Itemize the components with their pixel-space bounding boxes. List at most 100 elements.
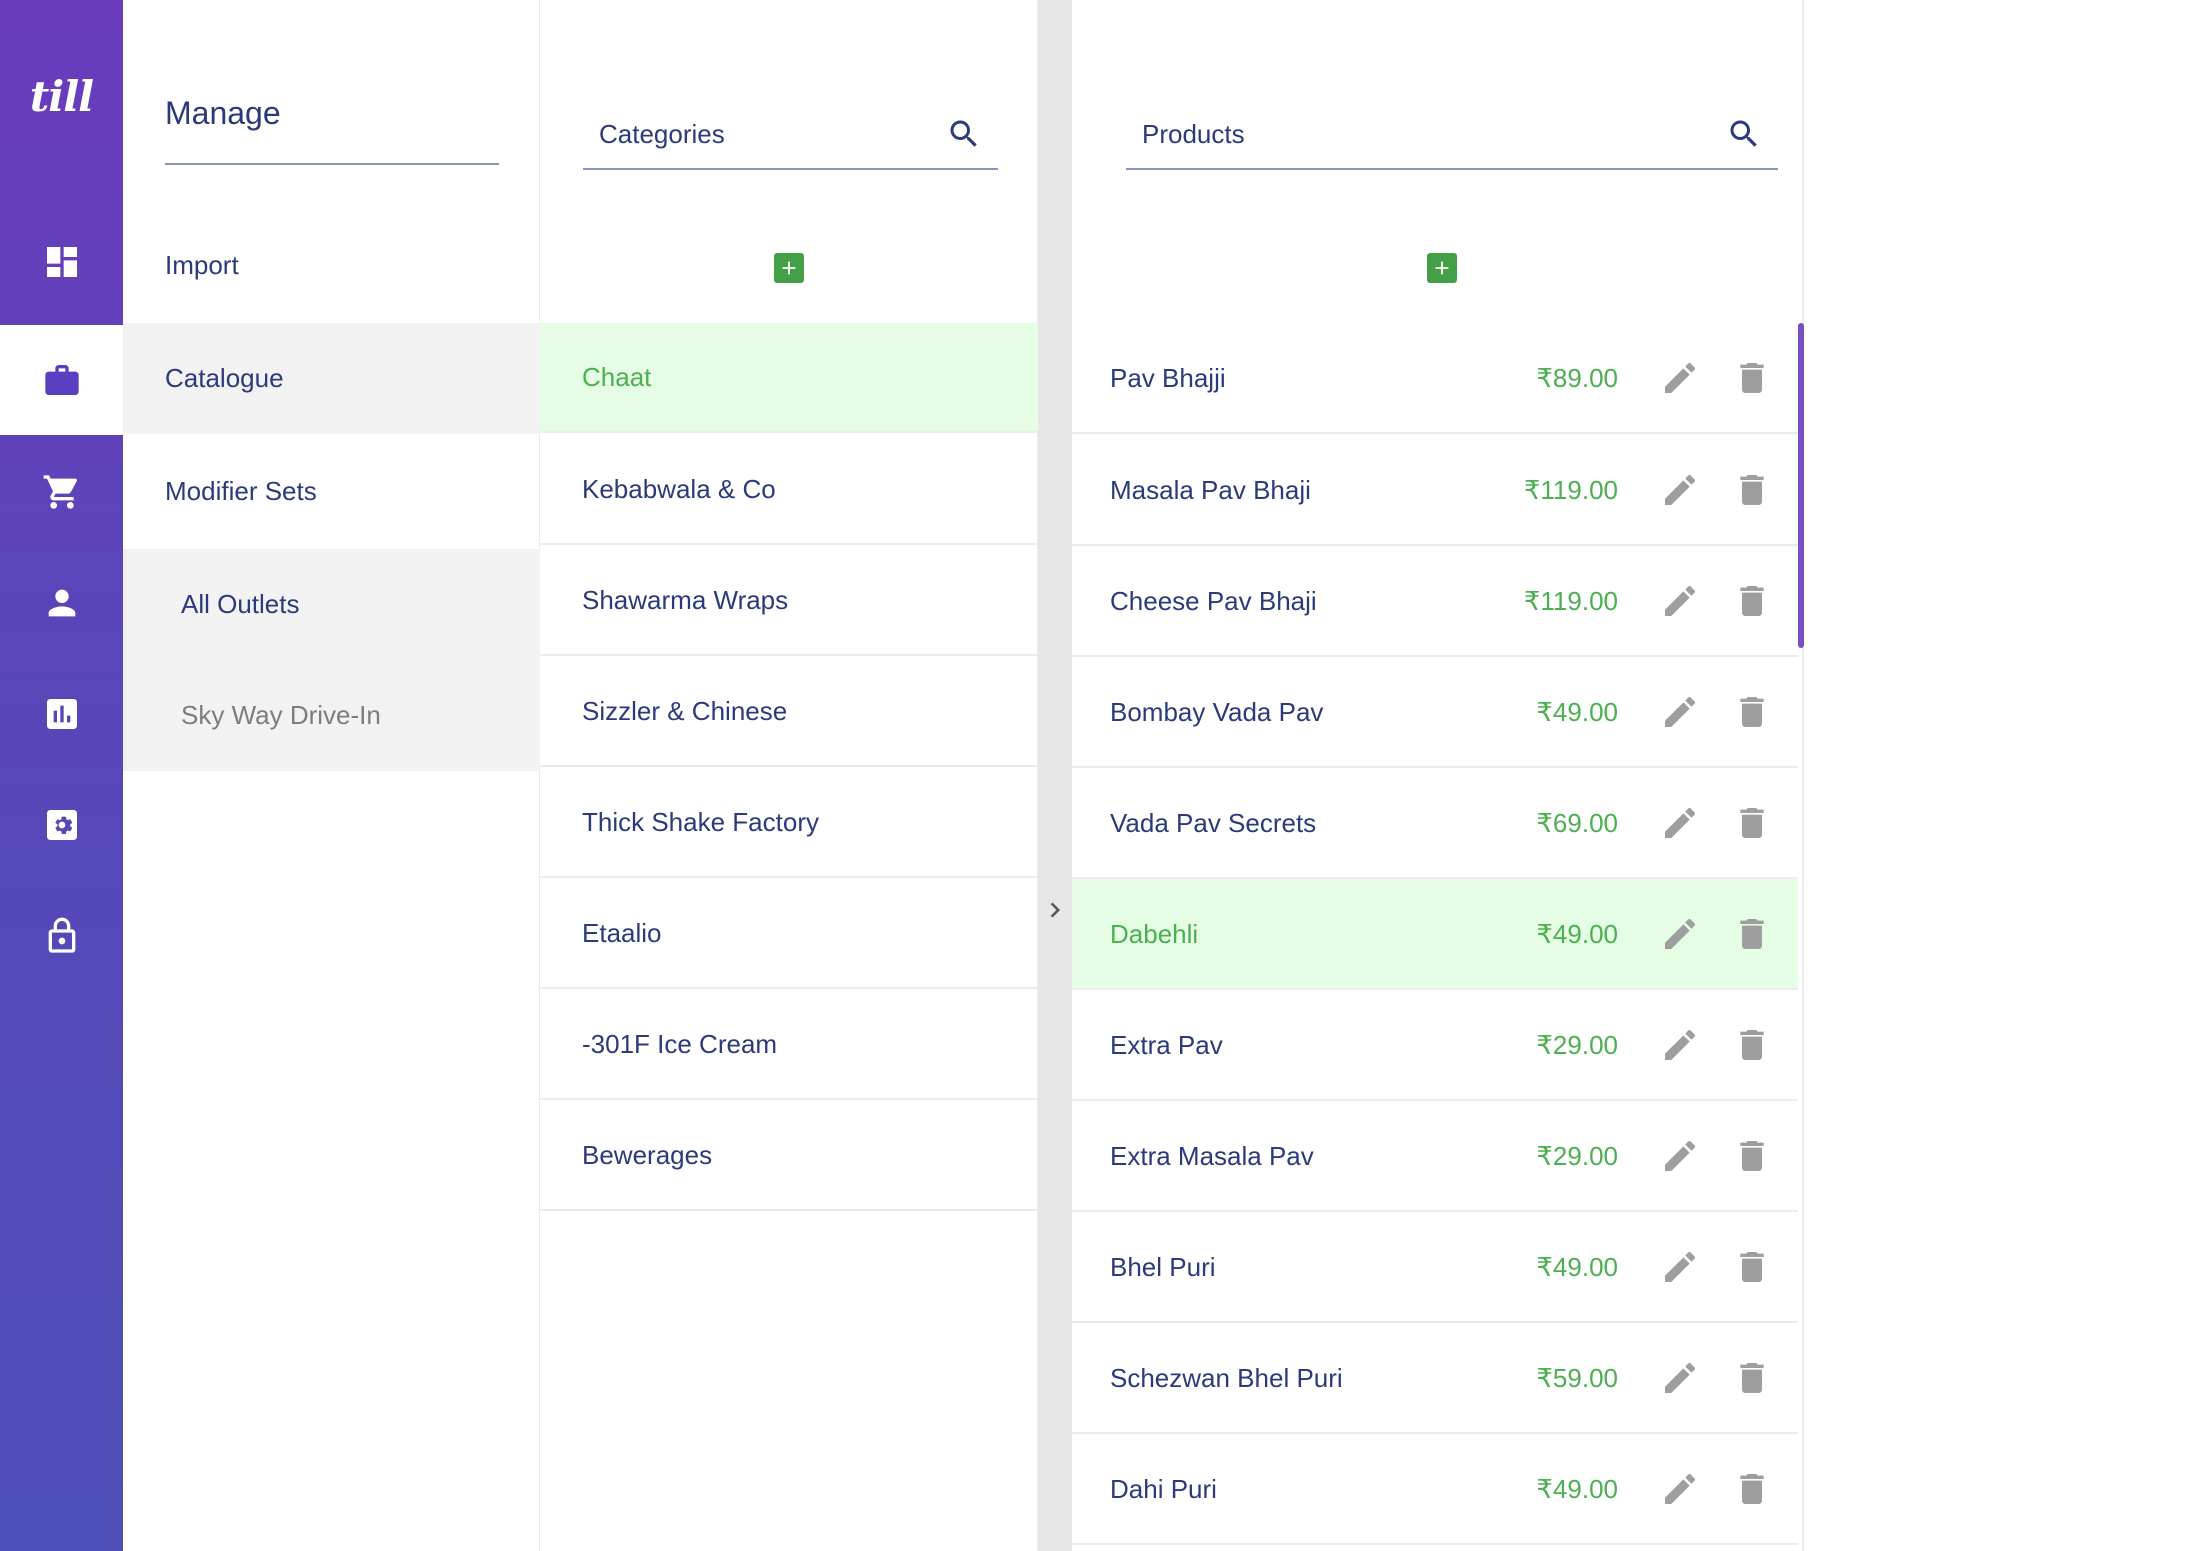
edit-icon[interactable] [1660, 914, 1700, 954]
product-price: ₹89.00 [1536, 363, 1618, 393]
delete-icon[interactable] [1732, 581, 1772, 621]
delete-icon[interactable] [1732, 358, 1772, 398]
product-name: Extra Masala Pav [1110, 1141, 1314, 1171]
category-row[interactable]: Chaat [540, 323, 1038, 433]
rail-dashboard[interactable] [0, 207, 123, 317]
product-search [1126, 100, 1778, 170]
edit-icon[interactable] [1660, 1358, 1700, 1398]
product-name: Schezwan Bhel Puri [1110, 1363, 1343, 1393]
manage-panel: Manage Import Catalogue Modifier Sets Al… [123, 0, 540, 1551]
menu-item-modifier-sets[interactable]: Modifier Sets [165, 476, 317, 506]
plus-icon [782, 261, 796, 275]
edit-icon[interactable] [1660, 1136, 1700, 1176]
edit-icon[interactable] [1660, 1025, 1700, 1065]
product-price: ₹59.00 [1536, 1363, 1618, 1393]
product-name: Bhel Puri [1110, 1252, 1216, 1282]
rail-customers[interactable] [0, 548, 123, 658]
nav-rail: till [0, 0, 123, 1551]
edit-icon[interactable] [1660, 358, 1700, 398]
dashboard-icon [46, 247, 77, 277]
menu-item-import[interactable]: Import [165, 250, 239, 280]
category-row[interactable]: Etaalio [540, 879, 1038, 989]
product-name: Dabehli [1110, 919, 1199, 949]
delete-icon[interactable] [1732, 803, 1772, 843]
product-name: Masala Pav Bhaji [1110, 475, 1311, 505]
title-underline [165, 163, 499, 165]
category-row[interactable]: Bewerages [540, 1101, 1038, 1211]
product-price: ₹69.00 [1536, 808, 1618, 838]
product-row[interactable]: Dabehli ₹49.00 [1072, 879, 1798, 990]
delete-icon[interactable] [1732, 914, 1772, 954]
outlet-item-all-outlets[interactable]: All Outlets [123, 549, 540, 660]
category-row[interactable]: -301F Ice Cream [540, 990, 1038, 1100]
product-price: ₹49.00 [1536, 919, 1618, 949]
product-search-input[interactable] [1126, 104, 1726, 164]
product-name: Dahi Puri [1110, 1474, 1217, 1504]
edit-icon[interactable] [1660, 692, 1700, 732]
product-row[interactable]: Masala Pav Bhaji ₹119.00 [1072, 435, 1798, 546]
product-name: Vada Pav Secrets [1110, 808, 1317, 838]
product-price: ₹49.00 [1536, 1252, 1618, 1282]
product-row[interactable]: Cheese Pav Bhaji ₹119.00 [1072, 546, 1798, 657]
product-row[interactable]: Pav Bhajji ₹89.00 [1072, 323, 1798, 434]
product-name: Bombay Vada Pav [1110, 697, 1324, 727]
chevron-right-icon[interactable] [1040, 895, 1070, 925]
briefcase-icon [44, 365, 79, 395]
scrollbar[interactable] [1798, 323, 1804, 648]
product-name: Cheese Pav Bhaji [1110, 586, 1317, 616]
plus-icon [1435, 261, 1449, 275]
search-icon[interactable] [946, 116, 982, 152]
product-price: ₹29.00 [1536, 1030, 1618, 1060]
rail-lock[interactable] [0, 881, 123, 991]
category-search-input[interactable] [583, 104, 946, 164]
page-title: Manage [165, 95, 281, 131]
edit-icon[interactable] [1660, 470, 1700, 510]
product-price: ₹119.00 [1523, 586, 1618, 616]
delete-icon[interactable] [1732, 470, 1772, 510]
delete-icon[interactable] [1732, 1358, 1772, 1398]
delete-icon[interactable] [1732, 1469, 1772, 1509]
delete-icon[interactable] [1732, 1136, 1772, 1176]
menu-item-catalogue[interactable]: Catalogue [123, 323, 540, 434]
person-icon [48, 589, 75, 617]
edit-icon[interactable] [1660, 1469, 1700, 1509]
category-row[interactable]: Sizzler & Chinese [540, 657, 1038, 767]
product-name: Pav Bhajji [1110, 363, 1226, 393]
rail-orders[interactable] [0, 437, 123, 547]
product-row[interactable]: Bhel Puri ₹49.00 [1072, 1212, 1798, 1323]
category-search [583, 100, 998, 170]
product-row[interactable]: Schezwan Bhel Puri ₹59.00 [1072, 1323, 1798, 1434]
add-product-button[interactable] [1427, 253, 1457, 283]
bar-chart-icon [46, 699, 77, 729]
product-row[interactable]: Vada Pav Secrets ₹69.00 [1072, 768, 1798, 879]
product-row[interactable]: Extra Masala Pav ₹29.00 [1072, 1101, 1798, 1212]
panel-divider[interactable] [1038, 0, 1072, 1551]
search-icon[interactable] [1726, 116, 1762, 152]
product-row[interactable]: Bombay Vada Pav ₹49.00 [1072, 657, 1798, 768]
category-row[interactable]: Shawarma Wraps [540, 546, 1038, 656]
delete-icon[interactable] [1732, 1247, 1772, 1287]
delete-icon[interactable] [1732, 692, 1772, 732]
edit-icon[interactable] [1660, 803, 1700, 843]
rail-catalogue[interactable] [0, 325, 123, 435]
product-price: ₹119.00 [1523, 475, 1618, 505]
category-row[interactable]: Kebabwala & Co [540, 435, 1038, 545]
delete-icon[interactable] [1732, 1025, 1772, 1065]
lock-icon [48, 917, 75, 953]
product-price: ₹49.00 [1536, 697, 1618, 727]
settings-icon [46, 810, 77, 840]
categories-panel: Chaat Kebabwala & Co Shawarma Wraps Sizz… [540, 0, 1038, 1551]
edit-icon[interactable] [1660, 1247, 1700, 1287]
category-row[interactable]: Thick Shake Factory [540, 768, 1038, 878]
app-logo[interactable]: till [29, 72, 94, 121]
outlet-item-sky-way[interactable]: Sky Way Drive-In [123, 660, 540, 771]
product-row[interactable]: Extra Pav ₹29.00 [1072, 990, 1798, 1101]
edit-icon[interactable] [1660, 581, 1700, 621]
add-category-button[interactable] [774, 253, 804, 283]
product-price: ₹29.00 [1536, 1141, 1618, 1171]
product-price: ₹49.00 [1536, 1474, 1618, 1504]
rail-reports[interactable] [0, 659, 123, 769]
product-row[interactable]: Dahi Puri ₹49.00 [1072, 1434, 1798, 1545]
rail-settings[interactable] [0, 770, 123, 880]
cart-icon [43, 475, 77, 509]
